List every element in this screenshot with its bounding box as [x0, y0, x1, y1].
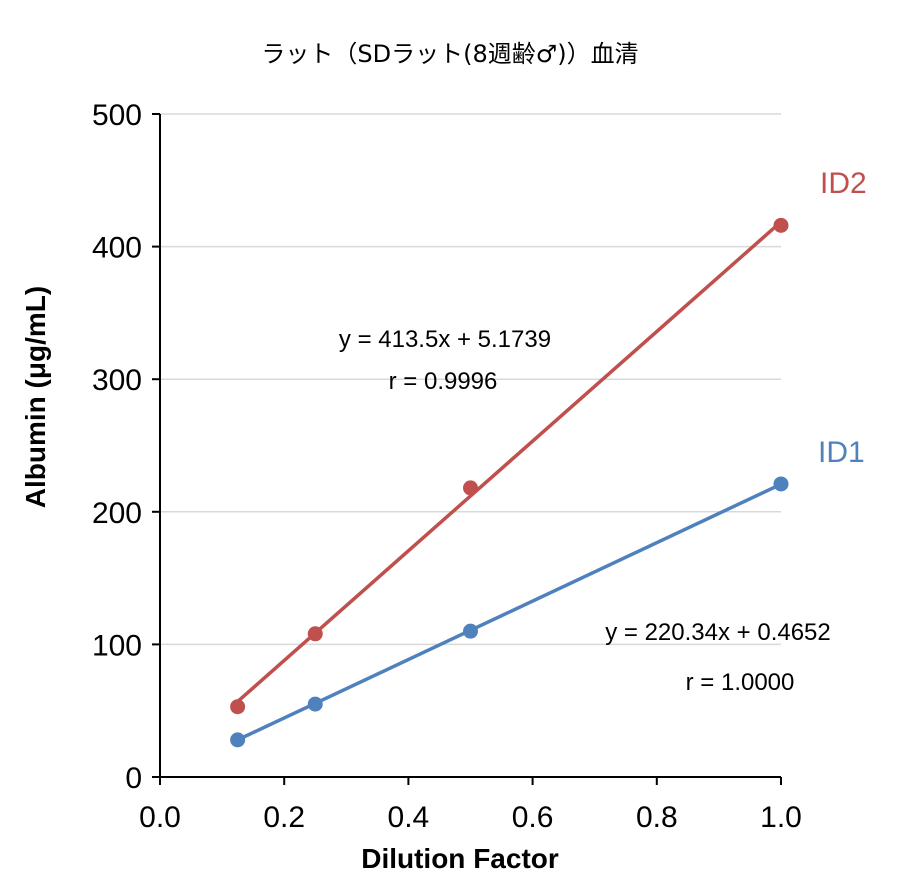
- r-value-id1: r = 1.0000: [686, 669, 795, 696]
- y-tick-label-500: 500: [92, 99, 142, 132]
- equation-id1: y = 220.34x + 0.4652: [605, 619, 831, 646]
- x-tick-label-0.2: 0.2: [263, 801, 305, 834]
- chart-title: ラット（SDラット(8週齢♂)）血清: [261, 40, 638, 68]
- equation-id2: y = 413.5x + 5.1739: [339, 326, 551, 353]
- y-tick-label-100: 100: [92, 629, 142, 662]
- data-point-id2: [307, 626, 323, 642]
- trendline-id1: [235, 482, 783, 742]
- y-tick-label-300: 300: [92, 364, 142, 397]
- y-axis-title: Albumin (μg/mL): [20, 286, 51, 508]
- series-group: [230, 217, 789, 748]
- data-point-id1: [230, 732, 246, 748]
- axes: [152, 113, 782, 785]
- y-tick-labels: 0 100 200 300 400 500: [92, 99, 142, 795]
- y-tick-label-0: 0: [125, 762, 142, 795]
- y-tick-label-400: 400: [92, 232, 142, 265]
- gridlines: [160, 113, 781, 646]
- data-point-id2: [230, 699, 246, 715]
- data-point-id1: [773, 476, 789, 492]
- x-tick-label-0.6: 0.6: [512, 801, 554, 834]
- x-tick-label-0.4: 0.4: [388, 801, 430, 834]
- x-tick-label-0.8: 0.8: [636, 801, 678, 834]
- trendline-id2: [235, 220, 783, 704]
- x-tick-labels: 0.0 0.2 0.4 0.6 0.8 1.0: [139, 801, 802, 834]
- r-value-id2: r = 0.9996: [389, 368, 498, 395]
- series-label-id2: ID2: [820, 167, 867, 200]
- data-point-id2: [773, 217, 789, 233]
- data-point-id1: [463, 623, 478, 639]
- series-label-id1: ID1: [818, 436, 865, 469]
- data-point-id2: [463, 480, 478, 496]
- x-tick-label-0.0: 0.0: [139, 801, 181, 834]
- x-tick-label-1.0: 1.0: [760, 801, 802, 834]
- x-axis-title: Dilution Factor: [361, 843, 559, 874]
- y-tick-label-200: 200: [92, 497, 142, 530]
- data-point-id1: [307, 696, 323, 712]
